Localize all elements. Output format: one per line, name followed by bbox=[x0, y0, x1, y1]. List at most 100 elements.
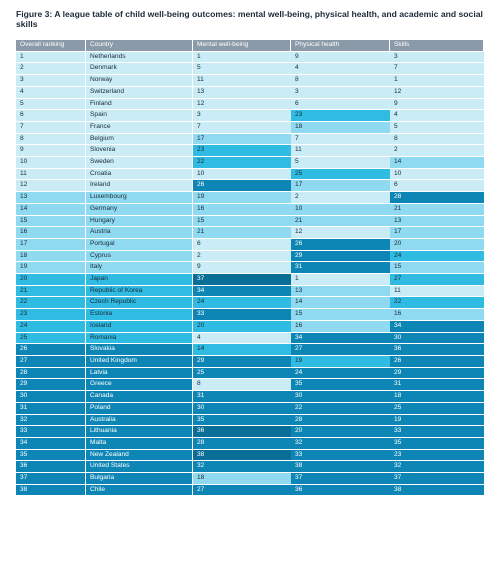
cell-mental-well-being: 22 bbox=[193, 157, 291, 169]
cell-overall-ranking: 15 bbox=[16, 215, 86, 228]
cell-country: Ireland bbox=[86, 180, 193, 193]
cell-mental-well-being: 10 bbox=[193, 168, 291, 181]
cell-physical-health: 4 bbox=[291, 63, 390, 76]
cell-overall-ranking: 6 bbox=[16, 110, 86, 122]
cell-mental-well-being: 34 bbox=[193, 285, 291, 298]
cell-skills: 12 bbox=[390, 86, 484, 99]
cell-mental-well-being: 33 bbox=[193, 309, 291, 321]
cell-mental-well-being: 3 bbox=[193, 110, 291, 122]
cell-mental-well-being: 8 bbox=[193, 379, 291, 392]
cell-skills: 20 bbox=[390, 238, 484, 251]
cell-country: Portugal bbox=[86, 238, 193, 251]
cell-country: Lithuania bbox=[86, 426, 193, 438]
cell-physical-health: 35 bbox=[291, 379, 390, 392]
table-row: 34 Malta 28 32 35 bbox=[16, 437, 484, 450]
cell-overall-ranking: 28 bbox=[16, 367, 86, 380]
table-row: 7 France 7 18 5 bbox=[16, 121, 484, 134]
cell-mental-well-being: 29 bbox=[193, 355, 291, 368]
cell-overall-ranking: 7 bbox=[16, 121, 86, 134]
cell-physical-health: 27 bbox=[291, 344, 390, 356]
cell-mental-well-being: 20 bbox=[193, 320, 291, 333]
table-row: 19 Italy 9 31 15 bbox=[16, 262, 484, 275]
cell-physical-health: 29 bbox=[291, 250, 390, 263]
cell-physical-health: 6 bbox=[291, 98, 390, 111]
cell-country: Sweden bbox=[86, 157, 193, 169]
cell-skills: 34 bbox=[390, 320, 484, 333]
cell-country: Czech Republic bbox=[86, 297, 193, 310]
cell-skills: 5 bbox=[390, 121, 484, 134]
cell-skills: 18 bbox=[390, 391, 484, 403]
cell-country: Greece bbox=[86, 379, 193, 392]
cell-overall-ranking: 5 bbox=[16, 98, 86, 111]
cell-country: Austria bbox=[86, 227, 193, 239]
cell-mental-well-being: 2 bbox=[193, 250, 291, 263]
table-row: 1 Netherlands 1 9 3 bbox=[16, 51, 484, 64]
cell-skills: 31 bbox=[390, 379, 484, 392]
cell-physical-health: 20 bbox=[291, 426, 390, 438]
cell-skills: 38 bbox=[390, 484, 484, 497]
cell-physical-health: 3 bbox=[291, 86, 390, 99]
cell-skills: 37 bbox=[390, 473, 484, 485]
cell-mental-well-being: 19 bbox=[193, 192, 291, 204]
cell-overall-ranking: 34 bbox=[16, 437, 86, 450]
cell-physical-health: 19 bbox=[291, 355, 390, 368]
cell-skills: 15 bbox=[390, 262, 484, 275]
cell-mental-well-being: 14 bbox=[193, 344, 291, 356]
table-row: 16 Austria 21 12 17 bbox=[16, 227, 484, 239]
cell-mental-well-being: 17 bbox=[193, 133, 291, 146]
cell-physical-health: 8 bbox=[291, 75, 390, 87]
cell-overall-ranking: 3 bbox=[16, 75, 86, 87]
table-row: 29 Greece 8 35 31 bbox=[16, 379, 484, 392]
table-row: 20 Japan 37 1 27 bbox=[16, 274, 484, 286]
cell-country: Germany bbox=[86, 203, 193, 216]
cell-physical-health: 25 bbox=[291, 168, 390, 181]
cell-skills: 27 bbox=[390, 274, 484, 286]
cell-physical-health: 26 bbox=[291, 238, 390, 251]
cell-country: Romania bbox=[86, 332, 193, 345]
table-row: 18 Cyprus 2 29 24 bbox=[16, 250, 484, 263]
cell-overall-ranking: 24 bbox=[16, 320, 86, 333]
table-row: 17 Portugal 6 26 20 bbox=[16, 238, 484, 251]
cell-mental-well-being: 28 bbox=[193, 437, 291, 450]
table-row: 21 Republic of Korea 34 13 11 bbox=[16, 285, 484, 298]
cell-overall-ranking: 19 bbox=[16, 262, 86, 275]
cell-mental-well-being: 18 bbox=[193, 473, 291, 485]
cell-physical-health: 18 bbox=[291, 121, 390, 134]
cell-physical-health: 1 bbox=[291, 274, 390, 286]
cell-physical-health: 9 bbox=[291, 51, 390, 64]
cell-overall-ranking: 30 bbox=[16, 391, 86, 403]
cell-overall-ranking: 13 bbox=[16, 192, 86, 204]
cell-overall-ranking: 1 bbox=[16, 51, 86, 64]
cell-skills: 28 bbox=[390, 192, 484, 204]
cell-physical-health: 38 bbox=[291, 461, 390, 474]
cell-country: Latvia bbox=[86, 367, 193, 380]
cell-overall-ranking: 35 bbox=[16, 449, 86, 462]
cell-physical-health: 33 bbox=[291, 449, 390, 462]
cell-physical-health: 22 bbox=[291, 402, 390, 415]
cell-mental-well-being: 31 bbox=[193, 391, 291, 403]
cell-overall-ranking: 4 bbox=[16, 86, 86, 99]
cell-mental-well-being: 11 bbox=[193, 75, 291, 87]
cell-skills: 17 bbox=[390, 227, 484, 239]
table-row: 3 Norway 11 8 1 bbox=[16, 75, 484, 87]
cell-skills: 7 bbox=[390, 63, 484, 76]
cell-mental-well-being: 7 bbox=[193, 121, 291, 134]
cell-skills: 2 bbox=[390, 145, 484, 158]
cell-country: Hungary bbox=[86, 215, 193, 228]
cell-skills: 10 bbox=[390, 168, 484, 181]
cell-country: Spain bbox=[86, 110, 193, 122]
cell-mental-well-being: 27 bbox=[193, 484, 291, 497]
cell-overall-ranking: 8 bbox=[16, 133, 86, 146]
cell-mental-well-being: 5 bbox=[193, 63, 291, 76]
cell-overall-ranking: 22 bbox=[16, 297, 86, 310]
cell-mental-well-being: 16 bbox=[193, 203, 291, 216]
table-row: 23 Estonia 33 15 16 bbox=[16, 309, 484, 321]
cell-mental-well-being: 4 bbox=[193, 332, 291, 345]
table-row: 15 Hungary 15 21 13 bbox=[16, 215, 484, 228]
cell-country: France bbox=[86, 121, 193, 134]
table-row: 25 Romania 4 34 30 bbox=[16, 332, 484, 345]
cell-physical-health: 5 bbox=[291, 157, 390, 169]
cell-mental-well-being: 35 bbox=[193, 414, 291, 427]
cell-physical-health: 14 bbox=[291, 297, 390, 310]
cell-country: Cyprus bbox=[86, 250, 193, 263]
